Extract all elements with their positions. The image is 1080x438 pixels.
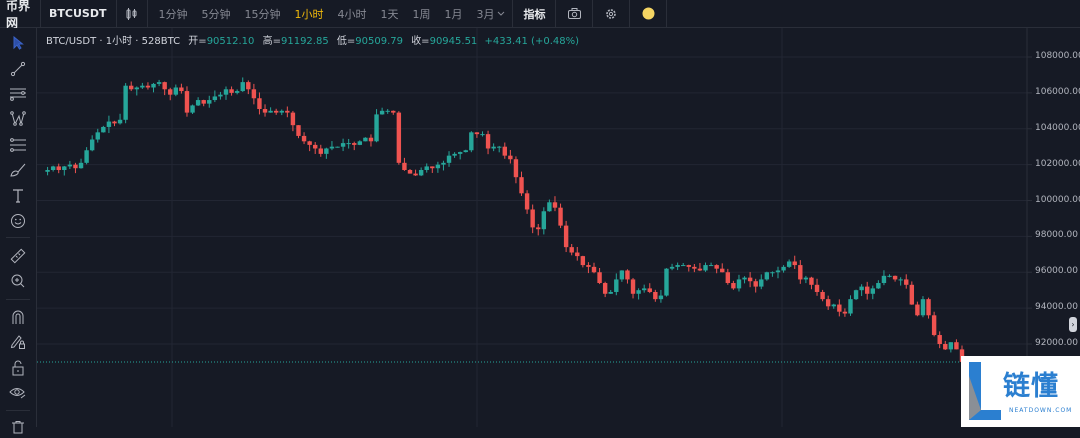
symbol-info: BTC/USDT · 1小时 · 528BTC (46, 36, 181, 47)
interval-tab[interactable]: 1小时 (294, 7, 324, 21)
gear-icon[interactable] (593, 8, 629, 20)
watermark-text: 链懂 (1003, 371, 1059, 402)
theme-toggle-icon[interactable] (630, 7, 666, 20)
ohlc-legend: BTC/USDT · 1小时 · 528BTC 开=90512.10 高=911… (46, 32, 579, 47)
divider (147, 0, 149, 27)
scroll-to-latest-button[interactable]: › (1069, 317, 1077, 332)
interval-tab[interactable]: 4小时 (337, 7, 367, 21)
price-tick-label: 104000.00 (1035, 122, 1080, 133)
price-tick-label: 98000.00 (1035, 230, 1078, 241)
interval-tabs: 1分钟 5分钟 15分钟 1小时 4小时 1天 1周 1月 3月 (148, 0, 509, 27)
price-tick-label: 94000.00 (1035, 302, 1078, 313)
divider (6, 299, 30, 300)
candlestick-chart[interactable] (37, 28, 1080, 427)
eye-icon[interactable] (6, 382, 30, 404)
divider (555, 0, 557, 27)
change-value: +433.41 (484, 36, 528, 47)
lock-drawing-icon[interactable] (6, 331, 30, 353)
interval-tab[interactable]: 15分钟 (244, 7, 281, 21)
interval-tab[interactable]: 1天 (380, 7, 399, 21)
horizontal-lines-icon[interactable] (6, 83, 30, 105)
divider (116, 0, 118, 27)
magnet-icon[interactable] (6, 306, 30, 328)
watermark-logo (961, 356, 1080, 427)
close-label: 收= (411, 36, 430, 47)
interval-tab[interactable]: 5分钟 (201, 7, 231, 21)
site-logo[interactable]: 币界网 (6, 0, 31, 30)
camera-icon[interactable] (556, 8, 592, 19)
trend-line-icon[interactable] (6, 58, 30, 80)
emoji-icon[interactable] (6, 210, 30, 232)
low-value: 90509.79 (355, 36, 403, 47)
price-tick-label: 96000.00 (1035, 266, 1078, 277)
high-value: 91192.85 (280, 36, 329, 47)
divider (592, 0, 594, 27)
cursor-icon[interactable] (6, 32, 30, 54)
watermark-subtext: NEATDOWN.COM (1009, 407, 1073, 414)
price-tick-label: 108000.00 (1035, 51, 1080, 61)
top-toolbar: 币界网 BTCUSDT 1分钟 5分钟 15分钟 1小时 4小时 1天 1周 1月 3月 指标 (0, 0, 1080, 30)
indicators-button[interactable]: 指标 (523, 7, 546, 21)
price-tick-label: 102000.00 (1035, 158, 1080, 169)
change-percent: (+0.48%) (531, 36, 579, 47)
divider (6, 237, 30, 238)
price-tick-label: 92000.00 (1035, 338, 1078, 348)
chevron-down-icon[interactable] (497, 7, 505, 20)
interval-tab[interactable]: 1分钟 (158, 7, 188, 21)
fib-icon[interactable] (6, 134, 30, 156)
low-label: 低= (336, 36, 356, 47)
text-icon[interactable] (6, 185, 30, 207)
unlock-icon[interactable] (6, 357, 30, 379)
divider (666, 0, 668, 27)
pattern-icon[interactable] (6, 108, 30, 130)
divider (40, 0, 41, 27)
brush-icon[interactable] (6, 159, 30, 181)
open-value: 90512.10 (206, 36, 255, 47)
open-label: 开= (188, 36, 207, 47)
zoom-in-icon[interactable] (6, 270, 30, 292)
watermark-l-icon (969, 362, 1001, 420)
price-tick-label: 100000.00 (1035, 194, 1080, 205)
high-label: 高= (262, 36, 281, 47)
price-tick-label: 106000.00 (1035, 86, 1080, 97)
interval-tab[interactable]: 1周 (412, 7, 431, 21)
drawing-toolbar (0, 28, 37, 434)
divider (512, 0, 514, 27)
divider (629, 0, 631, 27)
divider (6, 410, 30, 411)
close-value: 90945.51 (429, 36, 478, 47)
trash-icon[interactable] (6, 416, 30, 438)
compare-icon[interactable] (117, 7, 147, 20)
symbol-selector[interactable]: BTCUSDT (49, 7, 107, 20)
interval-tab[interactable]: 1月 (444, 7, 463, 21)
ruler-icon[interactable] (6, 245, 30, 267)
interval-tab[interactable]: 3月 (476, 7, 495, 21)
